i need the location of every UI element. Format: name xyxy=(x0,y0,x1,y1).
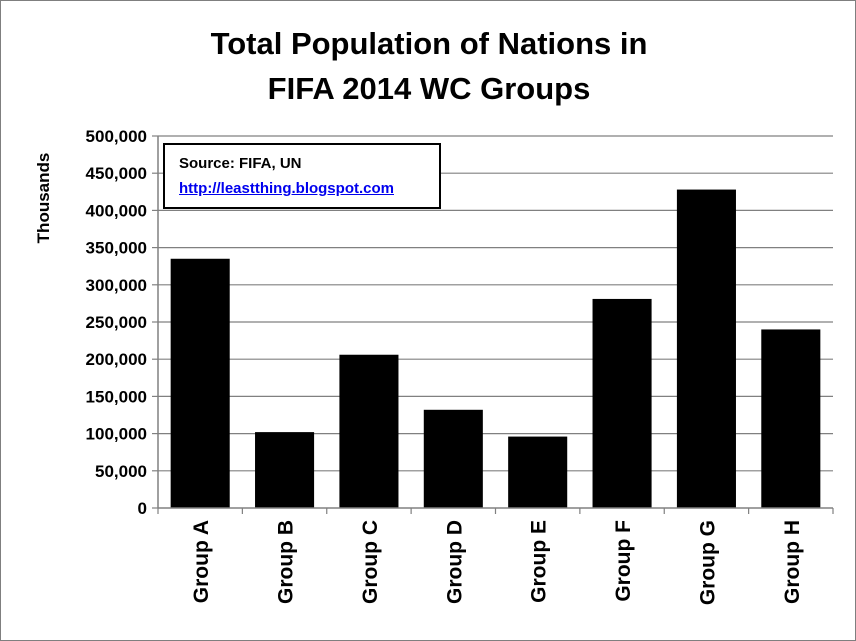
bar-group-f xyxy=(592,298,652,508)
x-tick-label: Group F xyxy=(612,520,635,602)
chart-title-line-2: FIFA 2014 WC Groups xyxy=(268,71,591,106)
y-tick-label: 400,000 xyxy=(86,201,147,220)
x-tick-label: Group G xyxy=(696,520,719,605)
bar-group-b xyxy=(255,432,315,508)
x-tick-label: Group D xyxy=(443,520,466,604)
chart-title: Total Population of Nations in FIFA 2014… xyxy=(211,26,648,106)
x-tick-label: Group E xyxy=(528,520,551,603)
x-tick-label: Group H xyxy=(781,520,804,604)
y-tick-label: 250,000 xyxy=(86,313,147,332)
y-axis-label: Thousands xyxy=(34,153,53,244)
y-tick-label: 300,000 xyxy=(86,276,147,295)
x-tick-labels: Group A Group B Group C Group D Group E Group… xyxy=(157,508,834,605)
bar-group-e xyxy=(508,436,568,508)
y-tick-label: 450,000 xyxy=(86,164,147,183)
y-tick-label: 100,000 xyxy=(86,425,147,444)
x-tick-label: Group A xyxy=(190,520,213,603)
y-tick-label: 350,000 xyxy=(86,239,147,258)
chart-title-line-1: Total Population of Nations in xyxy=(211,26,648,61)
bar-group-c xyxy=(339,354,399,508)
x-tick-label: Group C xyxy=(359,520,382,604)
bar-group-d xyxy=(423,409,483,508)
y-tick-label: 0 xyxy=(138,499,147,518)
bar-group-h xyxy=(761,329,821,508)
blog-link[interactable]: http://leastthing.blogspot.com xyxy=(179,180,394,197)
source-text: Source: FIFA, UN xyxy=(179,155,302,172)
y-tick-label: 500,000 xyxy=(86,127,147,146)
y-tick-label: 150,000 xyxy=(86,387,147,406)
bars xyxy=(170,189,821,508)
bar-group-g xyxy=(676,189,736,508)
y-tick-labels: 0 50,000 100,000 150,000 200,000 250,000 300,0… xyxy=(86,127,158,518)
y-tick-label: 50,000 xyxy=(95,462,147,481)
x-tick-label: Group B xyxy=(275,520,298,604)
bar-group-a xyxy=(170,258,230,508)
y-tick-label: 200,000 xyxy=(86,350,147,369)
source-annotation-box: Source: FIFA, UN http://leastthing.blogs… xyxy=(163,143,441,209)
